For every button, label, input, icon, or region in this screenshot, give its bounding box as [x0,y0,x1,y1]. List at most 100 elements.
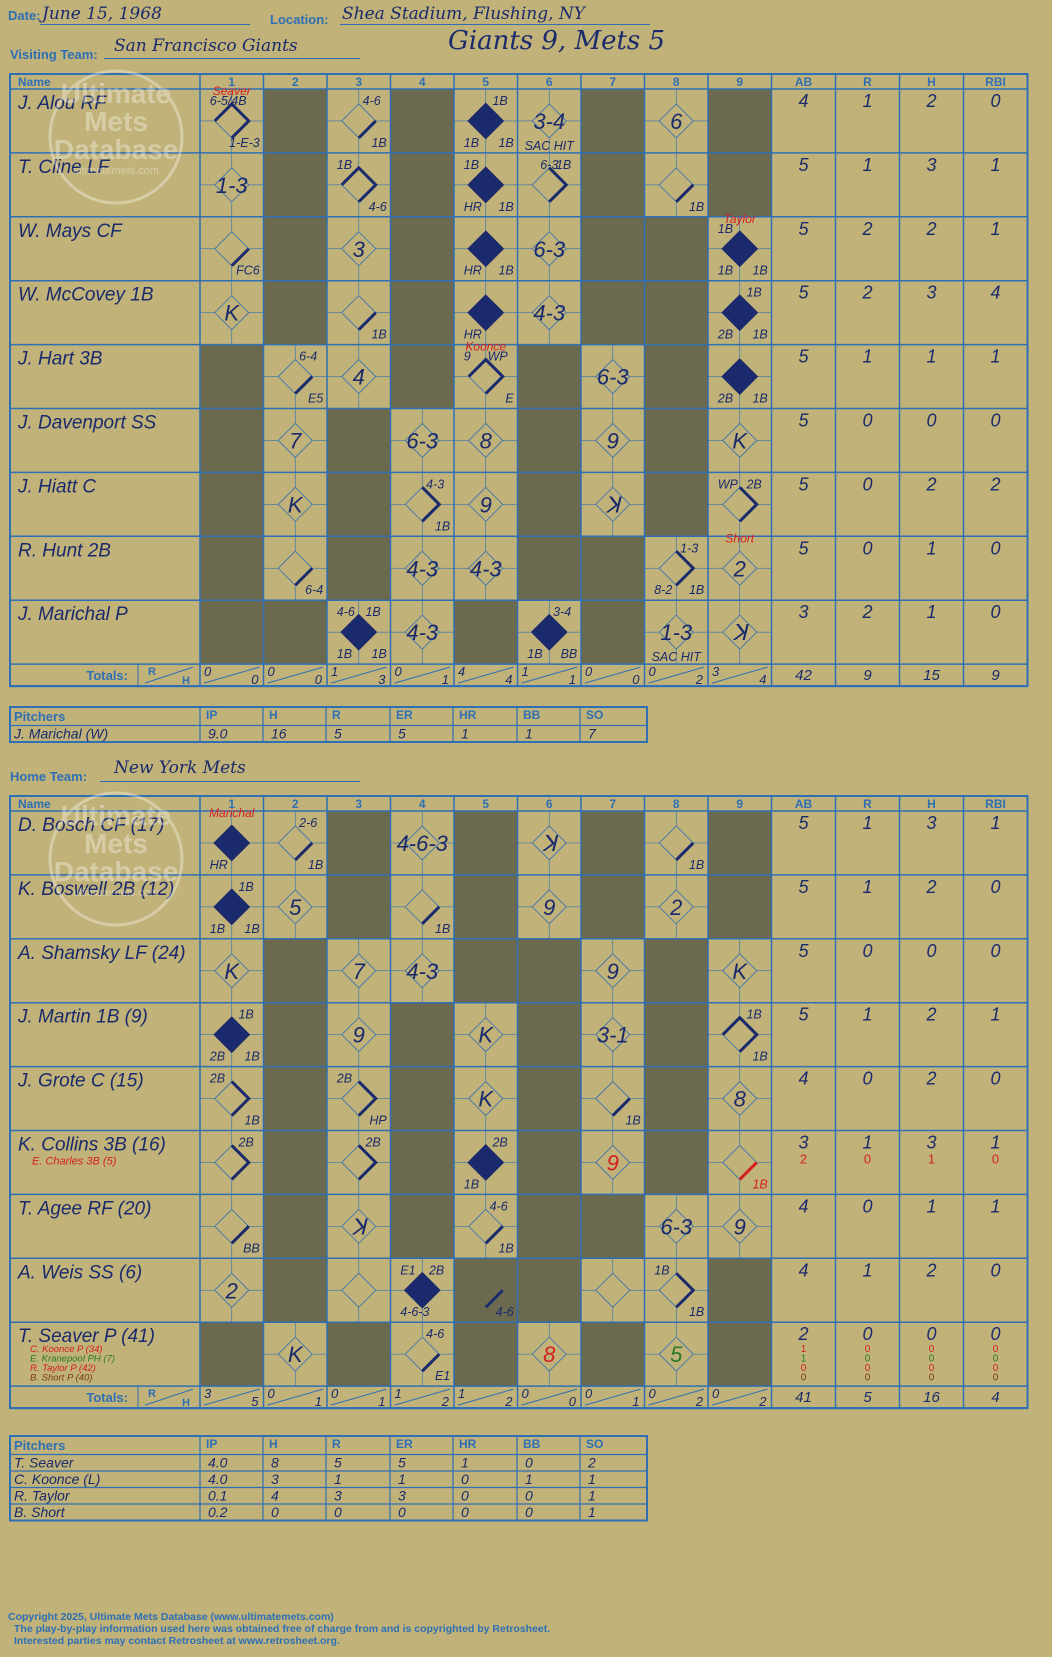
batter-stat: 5 [798,474,809,494]
shaded-cell [454,811,518,875]
batter-stat: 5 [798,283,809,303]
batter-stat: 1 [926,1196,936,1216]
play-note: 1B [498,200,513,214]
total-stat: 16 [923,1389,940,1406]
play-result: K [732,959,748,984]
play-note: E [505,392,514,406]
play-note: 1B [527,647,542,661]
play-note: 1B [371,328,386,342]
shaded-cell [581,536,645,601]
substitute-stat: 0 [801,1363,807,1374]
batter-name: D. Bosch CF (17) [18,815,164,836]
inning-header: 3 [355,75,362,89]
play-result: 1-3 [216,173,249,198]
footer-line-1: Copyright 2025, Ultimate Mets Database (… [8,1611,334,1623]
pitcher-stat: 0.1 [208,1488,227,1504]
batter-stat: 3 [798,602,808,622]
inning-header: 9 [736,797,743,811]
play-result: 6-3 [406,428,439,453]
pitcher-stat: 1 [334,1471,342,1487]
play-note: 2B [237,1136,253,1150]
watermark-text: Database [54,856,179,887]
basepath-line [230,1144,251,1181]
shaded-cell [454,600,518,665]
shaded-cell [454,1258,518,1323]
run-scored-diamond [213,1016,251,1054]
visiting-team-label: Visiting Team: [10,47,98,62]
totals-slash [267,666,324,684]
play-result: 6-3 [597,365,630,390]
batter-stat: 5 [798,155,809,175]
play-result: 9 [607,959,619,984]
shaded-cell [644,1066,708,1131]
inning-runs: 0 [585,664,593,679]
play-note: 6-4 [305,583,323,597]
totals-slash [648,666,705,684]
play-note: 4-6 [496,1305,514,1319]
batter-name: A. Shamsky LF (24) [17,943,186,964]
play-result: 9 [480,492,492,517]
inning-runs: 4 [458,664,465,679]
batter-stat: 0 [862,1196,872,1216]
shaded-cell [517,536,581,601]
shaded-cell [200,472,264,537]
shaded-cell [644,344,708,409]
run-scored-diamond [721,230,759,268]
run-scored-diamond [467,1144,505,1181]
play-result: 2 [669,895,682,920]
inning-hits: 0 [569,1394,577,1409]
inning-hits: 4 [759,672,766,687]
batter-stat: 5 [798,877,809,897]
play-result: 6-3 [533,237,566,262]
pitcher-stat: 5 [334,726,342,742]
inning-runs: 1 [395,1386,402,1401]
play-note: 1B [718,264,733,278]
play-result: 4 [353,365,365,390]
play-note: 2B [336,1072,352,1086]
batter-stat: 0 [862,538,872,558]
pitchers-header: SO [586,1437,603,1451]
play-note: 1B [498,136,513,150]
play-note: WP [718,477,739,491]
play-result: ꓘ [352,1214,369,1239]
watermark-text: Ultimate [61,78,171,109]
rh-slash [144,666,194,684]
inning-hits: 1 [442,672,449,687]
play-result: 2 [225,1278,238,1303]
pitcher-stat: 1 [461,726,469,742]
play-note: 2B [717,392,733,406]
batter-stat: 1 [862,155,872,175]
play-note: 2B [364,1136,380,1150]
totals-slash [394,1388,451,1406]
inning-header: 2 [292,797,299,811]
pitching-change-note: Koonce [465,340,506,354]
substitute-stat: 1 [801,1344,807,1355]
play-result: 4-3 [406,556,439,581]
pitcher-stat: 2 [587,1455,596,1471]
play-result: K [224,301,240,326]
batter-stat: 5 [798,538,809,558]
play-note: HP [369,1114,387,1128]
shaded-cell [644,280,708,345]
basepath-line [675,550,696,587]
shaded-cell [200,600,264,665]
shaded-cell [644,408,708,473]
basepath-line [357,311,377,331]
pitcher-stat: 7 [588,726,597,742]
substitute-stat: 0 [865,1373,871,1384]
play-note: 1B [689,583,704,597]
play-result: 5 [670,1342,683,1367]
shaded-cell [581,89,645,153]
stat-header: RBI [985,75,1006,89]
totals-slash [711,666,768,684]
basepath-line [675,841,695,862]
pitcher-stat: 4 [271,1488,279,1504]
batter-name: A. Weis SS (6) [17,1262,142,1283]
inning-header: 5 [482,75,489,89]
pitchers-header: R [332,1437,341,1451]
batter-stat: 1 [990,347,1000,367]
play-result: 4-3 [406,959,439,984]
substitute-stat: 0 [992,1152,999,1167]
run-scored-diamond [213,888,251,926]
run-scored-diamond [467,102,505,140]
